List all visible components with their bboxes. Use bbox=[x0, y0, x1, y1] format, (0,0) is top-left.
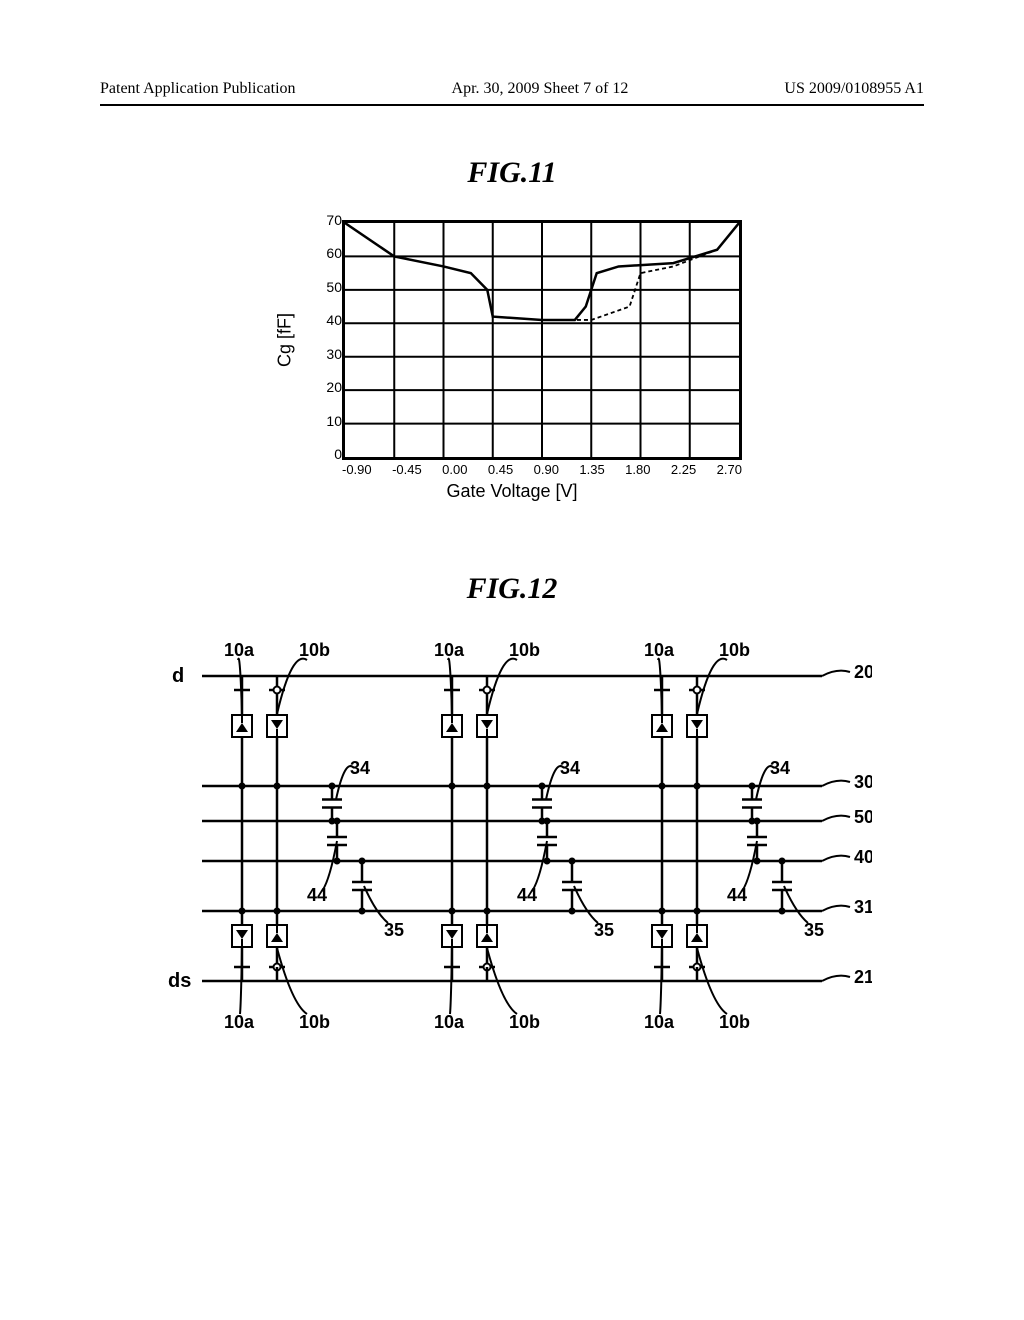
ytick: 40 bbox=[312, 312, 342, 328]
header-center: Apr. 30, 2009 Sheet 7 of 12 bbox=[452, 80, 629, 98]
svg-text:ds: ds bbox=[168, 970, 191, 992]
ytick: 60 bbox=[312, 245, 342, 261]
svg-text:10a: 10a bbox=[434, 1012, 465, 1032]
svg-text:d: d bbox=[172, 665, 184, 687]
svg-text:10a: 10a bbox=[224, 1012, 255, 1032]
header-right: US 2009/0108955 A1 bbox=[784, 80, 924, 98]
svg-text:21: 21 bbox=[854, 967, 872, 987]
svg-text:10b: 10b bbox=[719, 1012, 750, 1032]
fig12-svg: dds20305040312110a10b10a10b34443510a10b1… bbox=[152, 636, 872, 1036]
svg-text:10b: 10b bbox=[299, 1012, 330, 1032]
fig11-ylabel: Cg [fF] bbox=[275, 313, 296, 367]
ytick: 70 bbox=[312, 212, 342, 228]
fig11-xticks: -0.90-0.450.000.450.901.351.802.252.70 bbox=[342, 462, 742, 477]
svg-text:20: 20 bbox=[854, 662, 872, 682]
svg-text:10b: 10b bbox=[299, 640, 330, 660]
ytick: 10 bbox=[312, 413, 342, 429]
fig11-plot-area bbox=[342, 220, 742, 460]
svg-text:30: 30 bbox=[854, 772, 872, 792]
fig11-chart: Cg [fF] 0 10 20 30 40 50 60 70 -0.90-0.4… bbox=[282, 220, 742, 502]
header-left: Patent Application Publication bbox=[100, 80, 296, 98]
svg-text:10b: 10b bbox=[509, 1012, 540, 1032]
svg-text:10a: 10a bbox=[644, 640, 675, 660]
ytick: 50 bbox=[312, 279, 342, 295]
fig11-xlabel: Gate Voltage [V] bbox=[282, 481, 742, 502]
svg-text:10a: 10a bbox=[644, 1012, 675, 1032]
ytick: 20 bbox=[312, 379, 342, 395]
svg-text:10a: 10a bbox=[224, 640, 255, 660]
ytick: 30 bbox=[312, 346, 342, 362]
fig12-diagram: dds20305040312110a10b10a10b34443510a10b1… bbox=[152, 636, 872, 1041]
page-header: Patent Application Publication Apr. 30, … bbox=[100, 80, 924, 106]
svg-text:40: 40 bbox=[854, 847, 872, 867]
svg-text:10b: 10b bbox=[509, 640, 540, 660]
svg-text:31: 31 bbox=[854, 897, 872, 917]
svg-text:10b: 10b bbox=[719, 640, 750, 660]
ytick: 0 bbox=[312, 446, 342, 462]
svg-text:10a: 10a bbox=[434, 640, 465, 660]
svg-text:50: 50 bbox=[854, 807, 872, 827]
fig12-title: FIG.12 bbox=[100, 572, 924, 606]
fig11-title: FIG.11 bbox=[100, 156, 924, 190]
fig11-svg bbox=[345, 223, 739, 457]
